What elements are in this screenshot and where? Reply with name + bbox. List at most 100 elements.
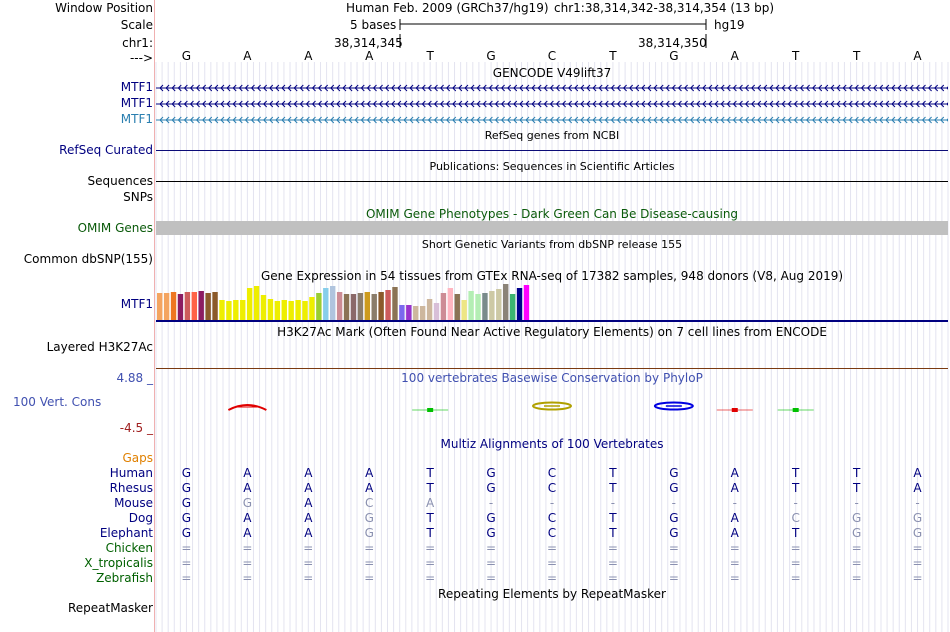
gencode-transcript[interactable] [156,116,948,124]
gtex-bar[interactable] [260,295,267,320]
omim-label[interactable]: OMIM Genes [77,221,153,235]
gtex-bar[interactable] [461,300,467,320]
gtex-bar[interactable] [468,291,474,320]
gtex-bar[interactable] [274,301,281,320]
h3k27ac-label[interactable]: Layered H3K27Ac [46,340,153,354]
gtex-bar[interactable] [184,292,191,320]
species-label[interactable]: Zebrafish [96,571,153,585]
species-label[interactable]: Mouse [114,496,153,510]
refseq-feature[interactable] [156,150,948,151]
gtex-bar[interactable] [240,300,246,320]
phylop-label[interactable]: 100 Vert. Cons [13,395,102,409]
gtex-bar[interactable] [482,293,488,320]
gtex-bar[interactable] [253,286,260,320]
species-label[interactable]: Rhesus [109,481,153,495]
species-label[interactable]: Chicken [105,541,153,555]
species-label[interactable]: X_tropicalis [84,556,153,570]
gtex-bar[interactable] [378,292,384,320]
gtex-bar[interactable] [343,294,350,320]
gtex-bar[interactable] [226,301,232,320]
gtex-bar[interactable] [426,299,433,320]
gtex-bar[interactable] [219,300,225,320]
phylop-wiggle[interactable] [156,398,948,418]
gtex-bar[interactable] [302,301,308,320]
phylop-mark[interactable] [653,401,694,411]
gtex-bar[interactable] [419,306,426,320]
multiz-title[interactable]: Multiz Alignments of 100 Vertebrates [440,437,664,451]
gtex-bar[interactable] [433,303,440,320]
gtex-bar[interactable] [364,292,370,320]
gtex-bar[interactable] [316,293,322,320]
h3k27ac-title[interactable]: H3K27Ac Mark (Often Found Near Active Re… [277,325,827,339]
gtex-bar[interactable] [198,291,204,320]
gtex-bar[interactable] [447,288,454,320]
phylop-title[interactable]: 100 vertebrates Basewise Conservation by… [401,371,703,385]
repeatmasker-title[interactable]: Repeating Elements by RepeatMasker [438,587,666,601]
species-label[interactable]: Human [109,466,153,480]
gtex-title[interactable]: Gene Expression in 54 tissues from GTEx … [260,269,844,283]
publications-feature[interactable] [156,181,948,182]
gtex-bar[interactable] [523,285,530,320]
gencode-transcript[interactable] [156,100,948,108]
repeatmasker-label[interactable]: RepeatMasker [67,601,153,615]
gtex-bar[interactable] [392,287,398,320]
phylop-mark[interactable] [532,401,572,411]
gtex-bar[interactable] [371,294,377,320]
gtex-bar[interactable] [212,292,218,320]
gtex-bar[interactable] [454,294,460,320]
gtex-bar[interactable] [385,290,391,320]
gtex-bar[interactable] [163,293,170,320]
gencode-label-2[interactable]: MTF1 [120,96,153,110]
gtex-bar[interactable] [406,305,412,320]
gtex-bar[interactable] [516,288,523,320]
gtex-bar[interactable] [509,294,516,320]
gtex-bar[interactable] [336,292,343,320]
gencode-label-3[interactable]: MTF1 [120,112,153,126]
omim-feature[interactable] [156,221,948,235]
gtex-bar[interactable] [309,297,315,320]
gtex-bar[interactable] [475,294,481,320]
gencode-transcripts[interactable] [156,80,948,126]
gtex-bar[interactable] [281,300,287,320]
gtex-bar[interactable] [170,292,177,320]
refseq-label[interactable]: RefSeq Curated [59,143,153,157]
snps-label[interactable]: SNPs [123,190,153,204]
phylop-mark[interactable] [716,408,753,412]
gencode-transcript[interactable] [156,84,948,92]
gtex-bar[interactable] [440,293,447,320]
gtex-bar[interactable] [350,294,357,320]
gtex-bar[interactable] [267,299,274,320]
gtex-bar[interactable] [157,293,163,320]
gtex-bar[interactable] [489,291,495,320]
gtex-bar[interactable] [288,301,294,320]
refseq-title[interactable]: RefSeq genes from NCBI [484,129,620,142]
phylop-mark[interactable] [412,408,449,412]
phylop-mark[interactable] [227,404,267,411]
gtex-bar[interactable] [295,300,301,320]
gtex-bar[interactable] [496,289,502,320]
gtex-label[interactable]: MTF1 [120,297,153,311]
omim-title[interactable]: OMIM Gene Phenotypes - Dark Green Can Be… [365,207,739,221]
gtex-bar[interactable] [205,293,211,320]
publications-label[interactable]: Sequences [87,174,153,188]
gaps-label[interactable]: Gaps [122,451,153,465]
gtex-bar[interactable] [323,288,329,320]
gtex-bar[interactable] [399,305,405,320]
gtex-bar[interactable] [177,294,184,320]
gtex-bar[interactable] [233,300,239,320]
species-label[interactable]: Elephant [99,526,153,540]
gencode-title[interactable]: GENCODE V49lift37 [492,66,612,80]
dbsnp-title[interactable]: Short Genetic Variants from dbSNP releas… [421,238,683,251]
gtex-bar-chart[interactable] [156,284,948,322]
gtex-bar[interactable] [330,286,336,320]
phylop-mark[interactable] [777,408,814,412]
gtex-bar[interactable] [191,292,197,320]
dbsnp-label[interactable]: Common dbSNP(155) [23,252,153,266]
gtex-bar[interactable] [357,293,364,320]
gtex-bar[interactable] [413,306,419,320]
gtex-bar[interactable] [503,284,509,320]
species-label[interactable]: Dog [128,511,153,525]
gtex-bar[interactable] [246,288,253,320]
gencode-label-1[interactable]: MTF1 [120,80,153,94]
